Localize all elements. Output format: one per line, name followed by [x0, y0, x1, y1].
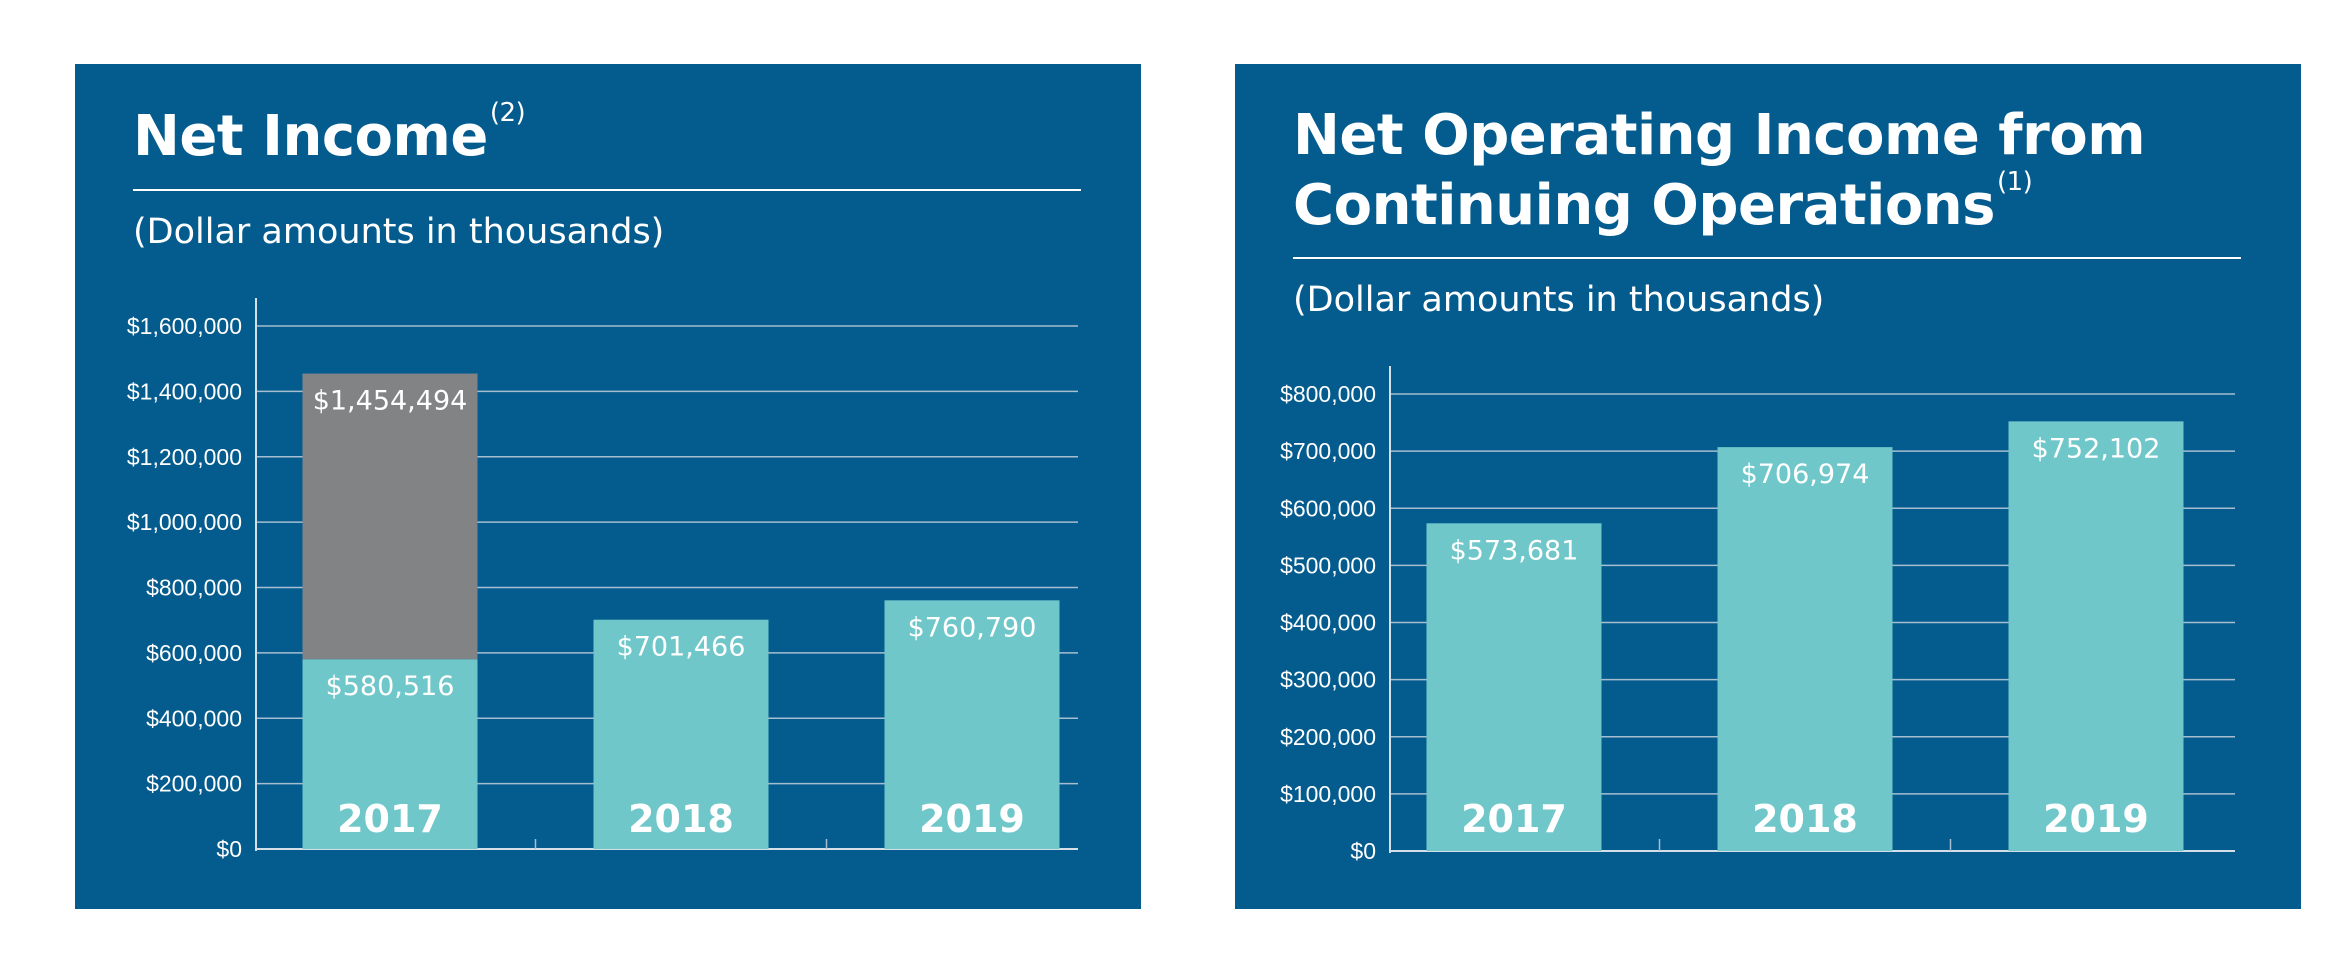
net-income-y-tick-label: $1,400,000	[127, 378, 242, 404]
net-income-footnote-marker: (2)	[489, 98, 526, 128]
net-operating-income-y-tick-label: $200,000	[1280, 724, 1376, 750]
net-income-subtitle: (Dollar amounts in thousands)	[133, 212, 665, 252]
net-operating-income-year-label-2019: 2019	[2043, 797, 2149, 841]
net-operating-income-title-line-2: Continuing Operations	[1293, 173, 1996, 238]
net-income-value-label-2019: $760,790	[908, 612, 1037, 643]
net-income-year-label-2017: 2017	[337, 797, 443, 841]
net-operating-income-year-label-2018: 2018	[1752, 797, 1858, 841]
net-operating-income-bar-2018	[1717, 447, 1893, 851]
net-operating-income-y-tick-label: $100,000	[1280, 781, 1376, 807]
net-operating-income-y-tick-label: $700,000	[1280, 438, 1376, 464]
net-operating-income-title-divider	[1293, 257, 2241, 259]
net-operating-income-title-line-1: Net Operating Income from	[1293, 103, 2146, 168]
net-operating-income-subtitle: (Dollar amounts in thousands)	[1293, 280, 1825, 320]
net-operating-income-y-tick-label: $300,000	[1280, 667, 1376, 693]
net-income-bar-2017-segment-2	[302, 373, 478, 660]
net-operating-income-bar-2019	[2008, 421, 2184, 851]
net-income-y-tick-label: $400,000	[146, 705, 242, 731]
net-income-y-tick-label: $800,000	[146, 575, 242, 601]
net-income-y-tick-label: $600,000	[146, 640, 242, 666]
net-operating-income-year-label-2017: 2017	[1461, 797, 1567, 841]
net-income-panel: Net Income(2) (Dollar amounts in thousan…	[75, 64, 1141, 909]
net-operating-income-footnote-marker: (1)	[1997, 167, 2033, 197]
net-operating-income-value-label-2018: $706,974	[1741, 459, 1870, 490]
net-operating-income-value-label-2017: $573,681	[1450, 535, 1579, 566]
net-income-y-tick-label: $1,600,000	[127, 313, 242, 339]
net-operating-income-bar-2017	[1426, 523, 1602, 851]
net-income-value-label-2018: $701,466	[617, 632, 746, 663]
net-income-bar-2017	[302, 659, 478, 849]
net-operating-income-y-tick-label: $500,000	[1280, 552, 1376, 578]
net-income-value-label-2017: $580,516	[326, 671, 455, 702]
net-operating-income-y-tick-label: $0	[1350, 838, 1376, 864]
net-operating-income-y-tick-label: $600,000	[1280, 495, 1376, 521]
net-income-total-label-2017: $1,454,494	[313, 386, 468, 417]
net-income-title: Net Income(2)	[133, 100, 526, 172]
net-operating-income-chart: $0 $100,000 $200,000 $300,000 $400,000 $500,0…	[1280, 366, 2235, 864]
net-income-year-label-2019: 2019	[919, 797, 1025, 841]
net-operating-income-y-tick-label: $400,000	[1280, 610, 1376, 636]
net-income-title-divider	[133, 189, 1081, 191]
net-operating-income-panel: Net Operating Income from Continuing Oper…	[1235, 64, 2301, 909]
net-income-bar-2018	[593, 619, 769, 849]
net-income-y-tick-label: $1,000,000	[127, 509, 242, 535]
net-operating-income-y-tick-label: $800,000	[1280, 381, 1376, 407]
net-income-y-tick-label: $1,200,000	[127, 444, 242, 470]
net-income-title-text: Net Income	[133, 104, 488, 169]
net-income-bar-2019	[884, 600, 1060, 849]
net-income-y-tick-label: $0	[216, 836, 242, 862]
net-income-y-tick-label: $200,000	[146, 771, 242, 797]
net-income-chart: $0 $200,000 $400,000 $600,000 $800,000 $1,000…	[127, 298, 1078, 862]
net-operating-income-title: Net Operating Income from Continuing Oper…	[1293, 101, 2146, 241]
net-income-year-label-2018: 2018	[628, 797, 734, 841]
net-operating-income-value-label-2019: $752,102	[2032, 433, 2161, 464]
